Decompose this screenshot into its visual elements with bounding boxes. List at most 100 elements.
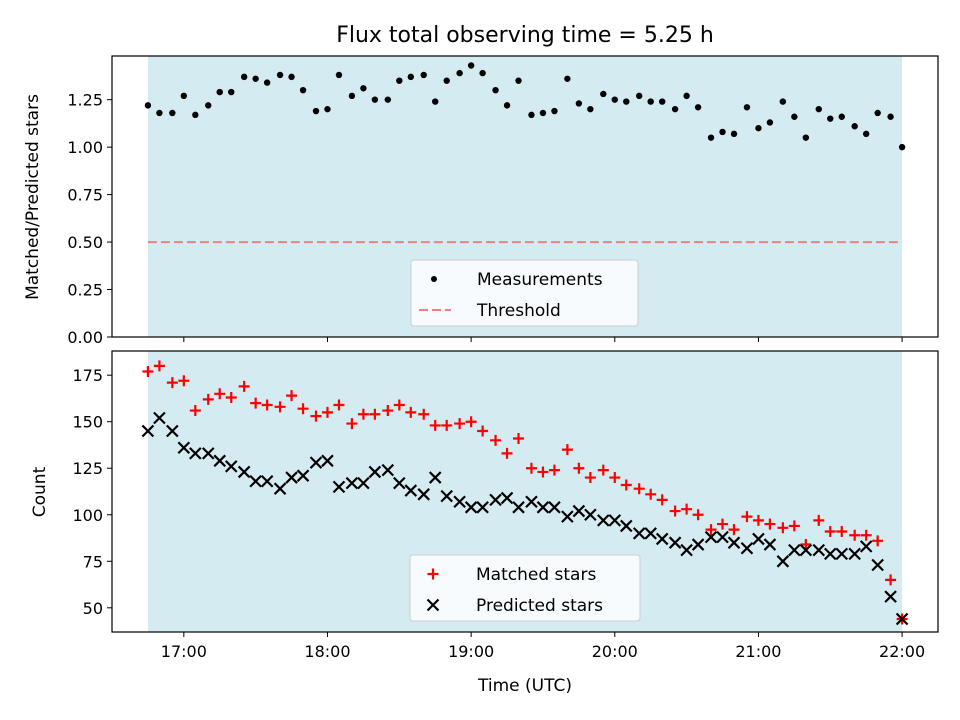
data-point — [872, 535, 884, 547]
data-point — [584, 472, 596, 484]
data-point — [144, 102, 152, 109]
data-point — [360, 85, 367, 92]
data-point — [332, 480, 346, 494]
data-point — [513, 432, 525, 444]
data-point — [862, 130, 870, 138]
data-point — [153, 411, 166, 425]
data-point — [694, 104, 702, 111]
data-point — [453, 495, 466, 509]
data-point — [169, 109, 176, 117]
data-point — [371, 96, 379, 103]
data-point — [237, 465, 251, 479]
chart-title: Flux total observing time = 5.25 h — [336, 23, 714, 48]
data-point — [779, 98, 787, 105]
data-point — [764, 518, 776, 530]
data-point — [611, 96, 618, 103]
data-point — [884, 590, 897, 603]
series-measurements — [144, 62, 906, 151]
data-point — [224, 460, 238, 473]
data-point — [286, 390, 298, 402]
data-point — [393, 399, 405, 411]
data-point — [707, 134, 715, 141]
data-point — [476, 501, 489, 514]
data-point — [261, 399, 273, 411]
data-point — [608, 514, 622, 527]
data-point — [669, 505, 681, 517]
legend: Measurements Threshold — [410, 259, 639, 327]
data-point — [153, 360, 165, 372]
data-point — [381, 463, 395, 477]
data-point — [647, 98, 654, 105]
data-point — [490, 434, 502, 446]
count-panel-xlabel: Time (UTC) — [477, 676, 572, 696]
plot-frame — [111, 55, 939, 338]
data-point — [465, 416, 477, 428]
data-point — [561, 444, 573, 456]
data-point — [456, 69, 463, 77]
data-point — [656, 494, 668, 506]
data-point — [851, 123, 858, 130]
data-point — [791, 113, 798, 120]
data-point — [299, 86, 307, 94]
data-point — [440, 489, 453, 503]
data-point — [177, 441, 191, 455]
series-matched-stars — [142, 360, 908, 625]
data-point — [249, 474, 262, 488]
data-point — [393, 476, 406, 490]
x-tick-label: 17:00 — [161, 642, 207, 661]
data-point — [838, 113, 845, 120]
data-point — [467, 62, 475, 69]
data-point — [346, 418, 358, 430]
ratio-panel: 0.00 0.25 0.50 0.75 1.00 1.25 Measurements Thre… — [67, 55, 939, 347]
data-point — [835, 547, 849, 561]
y-tick-label: 50 — [83, 599, 103, 618]
data-point — [345, 476, 359, 490]
count-panel: 50 75 100 125 150 175 17:00 18:00 19:00 20:00 21:0… — [72, 350, 939, 661]
data-point — [575, 100, 583, 107]
data-point — [441, 419, 453, 431]
data-point — [895, 612, 909, 626]
data-point — [609, 472, 621, 484]
data-point — [766, 119, 774, 126]
data-point — [309, 456, 323, 469]
y-tick-label: 0.25 — [67, 281, 103, 300]
data-point — [727, 536, 741, 549]
data-point — [512, 501, 525, 514]
legend-marker — [427, 568, 439, 580]
data-point — [597, 464, 609, 476]
data-point — [548, 501, 561, 514]
data-point — [874, 109, 881, 117]
data-point — [477, 425, 489, 437]
data-point — [898, 143, 906, 151]
x-tick-label: 19:00 — [448, 642, 494, 661]
data-point — [429, 419, 441, 431]
data-point — [802, 134, 810, 141]
series-predicted-stars — [141, 411, 909, 626]
data-point — [454, 418, 466, 430]
data-point — [730, 130, 738, 138]
data-point — [525, 495, 538, 509]
data-point — [860, 529, 872, 541]
data-point — [719, 128, 726, 136]
data-point — [404, 484, 418, 497]
data-point — [464, 501, 478, 514]
data-point — [836, 526, 848, 538]
data-point — [418, 408, 430, 420]
data-point — [572, 504, 586, 518]
data-point — [681, 503, 693, 515]
data-point — [166, 424, 179, 438]
data-point — [636, 92, 643, 100]
data-point — [536, 501, 550, 514]
data-point — [201, 447, 215, 460]
data-point — [885, 574, 897, 586]
y-tick-label: 100 — [72, 506, 103, 525]
y-tick-label: 150 — [72, 413, 103, 432]
data-point — [142, 365, 154, 377]
legend: Matched stars Predicted stars — [409, 554, 641, 622]
data-point — [597, 514, 610, 527]
data-point — [848, 547, 861, 561]
data-point — [443, 77, 450, 84]
data-point — [680, 543, 693, 557]
ratio-panel-ylabel: Matched/Predicted stars — [23, 94, 43, 300]
data-point — [297, 403, 309, 415]
